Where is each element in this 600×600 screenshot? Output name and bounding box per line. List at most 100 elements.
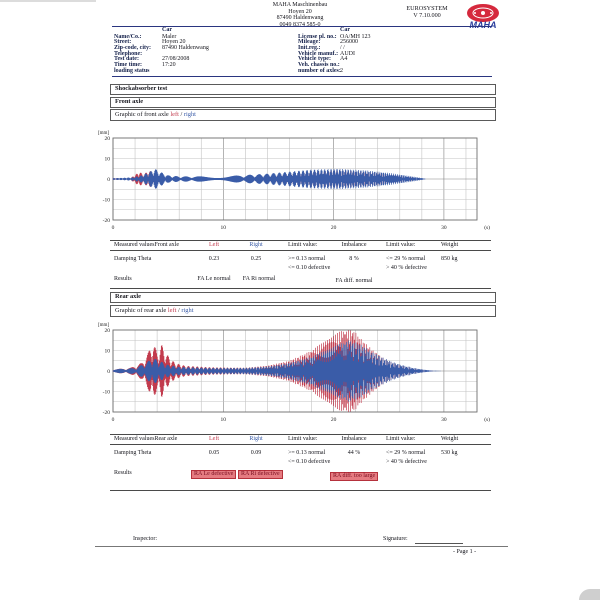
slash: /: [176, 306, 182, 314]
front-weight-value: 850 kg: [441, 256, 458, 262]
section-front-graphic: Graphic of front axle left / right: [110, 109, 496, 121]
system-version: V 7.10.000: [413, 12, 441, 19]
svg-text:20: 20: [331, 225, 337, 230]
svg-text:10: 10: [105, 349, 111, 355]
rear-limit1-a: >= 0.13 normal: [288, 450, 326, 456]
info-label: number of axles:: [298, 67, 341, 74]
rear-col-measured: Measured valuesRear axle: [114, 436, 178, 442]
svg-text:0: 0: [107, 369, 110, 375]
info-label: Veh. chassis no.:: [298, 62, 340, 68]
right-word: right: [181, 306, 194, 314]
info-left-header: Car: [162, 27, 172, 33]
front-table-header-rule: [110, 250, 491, 251]
info-value: 87490 Haldenwang: [162, 44, 209, 51]
svg-text:0: 0: [107, 177, 110, 183]
front-col-limit1: Limit value:: [288, 242, 318, 248]
front-damping-right: 0.25: [250, 256, 262, 262]
signature-label: Signature:: [383, 536, 408, 542]
scan-artifact-corner: [579, 589, 600, 600]
svg-text:10: 10: [105, 157, 111, 163]
svg-text:-20: -20: [103, 218, 111, 224]
front-result-imbalance: FA diff. normal: [335, 278, 373, 284]
section-front-axle: Front axle: [110, 96, 496, 108]
info-value: A4: [340, 56, 348, 63]
info-label: loading status: [114, 67, 150, 74]
front-col-limit2: Limit value:: [386, 242, 416, 248]
company-name: MAHA Maschinenbau: [272, 2, 328, 8]
info-label: Street:: [114, 39, 132, 46]
front-result-right: FA Ri normal: [242, 276, 276, 282]
svg-text:-10: -10: [103, 198, 111, 204]
rear-weight-value: 530 kg: [441, 450, 458, 456]
rear-result-right: RA Ri defective: [238, 470, 283, 479]
right-word: right: [183, 111, 196, 118]
footer-rule: [95, 546, 508, 547]
rear-limit2-a: <= 29 % normal: [386, 450, 426, 456]
front-graphic-label: Graphic of front axle: [115, 111, 169, 118]
front-col-measured: Measured valuesFront axle: [114, 242, 179, 248]
info-value: 17:20: [162, 62, 176, 68]
info-label: Telephone:: [114, 50, 143, 57]
svg-text:[mm]: [mm]: [98, 323, 109, 328]
info-value: AUDI: [340, 50, 355, 57]
svg-text:20: 20: [331, 417, 337, 422]
front-col-right: Right: [249, 242, 263, 248]
front-limit1-b: <= 0.10 defective: [288, 265, 331, 271]
front-imbalance-value: 8 %: [349, 256, 359, 262]
svg-text:30: 30: [441, 225, 447, 230]
svg-text:(s): (s): [484, 224, 490, 230]
svg-text:20: 20: [105, 328, 111, 334]
svg-text:[mm]: [mm]: [98, 131, 109, 136]
front-table-bottom-rule: [110, 288, 491, 289]
info-label: Name/Co.:: [114, 33, 142, 40]
rear-col-limit2: Limit value:: [386, 436, 416, 442]
maha-logo: MAHA: [467, 4, 499, 30]
info-label: Test date:: [114, 56, 139, 63]
front-results-label: Results: [114, 276, 132, 282]
slash: /: [178, 111, 184, 118]
info-value: Maler: [162, 33, 177, 40]
front-damping-label: Damping Theta: [114, 256, 152, 262]
company-street: Hoyen 20: [288, 8, 312, 15]
info-label: Zip-code, city:: [114, 44, 151, 51]
info-value: / /: [340, 44, 345, 51]
info-table-bottom-rule: [112, 76, 492, 77]
svg-text:-10: -10: [103, 390, 111, 396]
svg-text:20: 20: [105, 136, 111, 142]
info-right-header: Car: [340, 27, 350, 33]
rear-table-top-rule: [110, 434, 491, 435]
info-label: Vehicle manuf.:: [298, 50, 339, 57]
rear-table-header-rule: [110, 444, 491, 445]
company-phone: 0049 8374 585-0: [279, 21, 321, 28]
system-block: EUROSYSTEM V 7.10.000: [388, 5, 466, 19]
rear-limit1-b: <= 0.10 defective: [288, 459, 331, 465]
rear-col-left: Left: [209, 436, 219, 442]
rear-limit2-b: > 40 % defective: [386, 459, 427, 465]
company-city: 87490 Haldenwang: [276, 15, 324, 21]
info-value: 2: [340, 67, 343, 74]
info-table-top-rule: [112, 26, 492, 27]
info-value: 256000: [340, 39, 358, 46]
info-label: Time time:: [114, 62, 143, 68]
rear-table-bottom-rule: [110, 490, 491, 491]
rear-col-imbalance: Imbalance: [341, 436, 367, 442]
info-value: 27/08/2008: [162, 56, 190, 63]
front-col-left: Left: [209, 242, 219, 248]
svg-text:0: 0: [112, 225, 115, 230]
info-label: Init.reg.:: [298, 44, 321, 51]
svg-text:-20: -20: [103, 410, 111, 416]
rear-result-left: RA Le defective: [191, 470, 237, 479]
svg-text:0: 0: [112, 417, 115, 422]
section-rear-axle: Rear axle: [110, 292, 496, 303]
front-limit1-a: >= 0.13 normal: [288, 256, 326, 262]
page-number: - Page 1 -: [453, 549, 477, 555]
front-limit2-b: > 40 % defective: [386, 265, 427, 271]
inspector-label: Inspector:: [133, 536, 157, 542]
left-word: left: [167, 306, 177, 314]
rear-result-imbalance: RA diff. too large: [330, 472, 379, 481]
system-name: EUROSYSTEM: [406, 5, 448, 12]
info-label: Vehicle type:: [298, 56, 331, 63]
svg-text:10: 10: [221, 417, 227, 422]
svg-text:10: 10: [221, 225, 227, 230]
